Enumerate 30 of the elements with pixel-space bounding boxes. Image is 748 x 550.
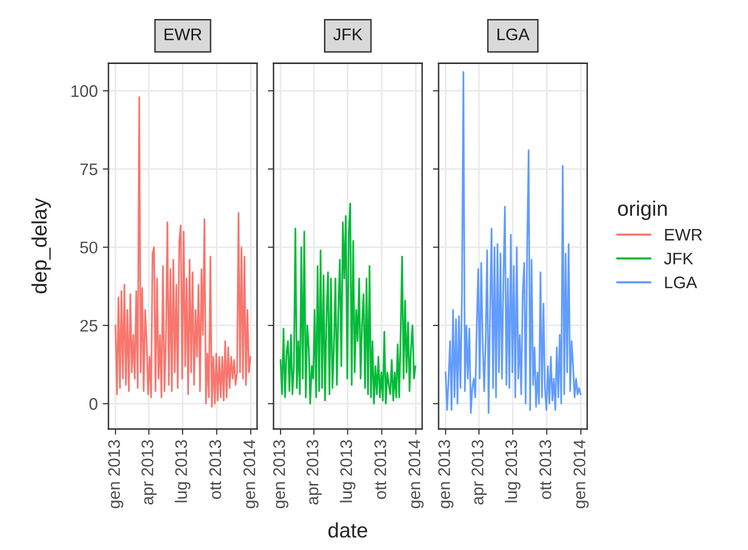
y-tick-label: 0: [89, 398, 98, 410]
x-tick-label: ott 2013: [374, 440, 386, 499]
x-tick-label: lug 2013: [340, 440, 356, 502]
x-tick-label: gen 2013: [273, 440, 288, 508]
chart-title: EWR: [164, 28, 202, 40]
y-tick-label: 25: [80, 320, 98, 332]
x-tick-label: gen 2014: [243, 440, 259, 508]
x-tick-label: gen 2013: [108, 440, 124, 508]
y-axis-title: dep_delay: [31, 198, 51, 294]
legend-label: JFK: [664, 252, 694, 264]
chart-title: LGA: [498, 28, 530, 40]
x-tick-label: lug 2013: [174, 440, 190, 502]
x-axis-title: date: [328, 522, 368, 538]
x-tick-label: ott 2013: [209, 440, 222, 499]
x-tick-label: apr 2013: [142, 440, 157, 504]
x-tick-label: gen 2014: [408, 440, 424, 508]
chart-title: JFK: [333, 28, 362, 40]
x-tick-label: ott 2013: [539, 440, 552, 499]
y-tick-label: 50: [80, 242, 98, 254]
x-tick-label: lug 2013: [504, 440, 520, 502]
x-tick-label: apr 2013: [306, 440, 322, 504]
legend-label: EWR: [665, 228, 702, 240]
x-tick-label: gen 2013: [438, 440, 454, 508]
x-tick-label: gen 2014: [574, 440, 589, 508]
y-tick-label: 100: [72, 85, 98, 97]
legend-title: origin: [618, 200, 667, 220]
line-series: [114, 96, 252, 408]
legend-label: LGA: [665, 276, 698, 288]
y-tick-label: 75: [80, 164, 98, 176]
x-tick-label: apr 2013: [472, 440, 487, 504]
